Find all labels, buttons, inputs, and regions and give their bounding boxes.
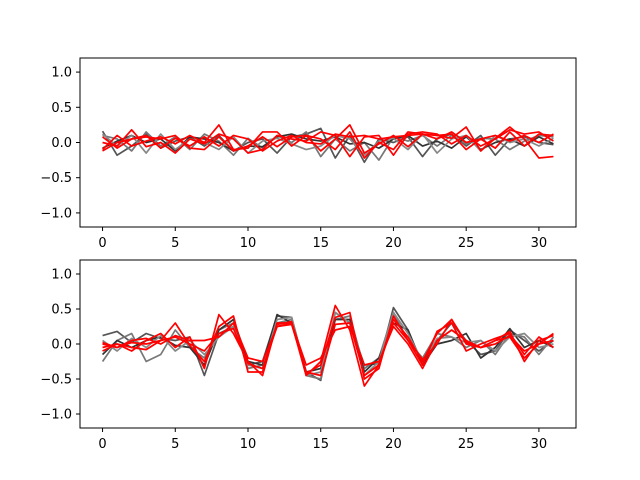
y-tick-label: −1.0 bbox=[40, 206, 72, 221]
series-group bbox=[101, 124, 554, 164]
x-tick-label: 0 bbox=[98, 437, 106, 452]
series-line-7 bbox=[102, 131, 554, 159]
y-tick-label: 1.0 bbox=[51, 66, 72, 81]
y-tick-label: −0.5 bbox=[40, 171, 72, 186]
x-tick-label: 30 bbox=[531, 437, 548, 452]
x-tick-label: 30 bbox=[531, 236, 548, 251]
y-tick-label: −1.0 bbox=[40, 408, 72, 423]
series-line-5 bbox=[102, 128, 554, 158]
y-tick-label: −0.5 bbox=[40, 373, 72, 388]
y-tick-label: 0.5 bbox=[51, 303, 72, 318]
x-tick-label: 5 bbox=[171, 236, 179, 251]
x-tick-label: 10 bbox=[240, 236, 257, 251]
x-tick-label: 25 bbox=[458, 437, 475, 452]
series-line-6 bbox=[102, 131, 554, 152]
y-tick-label: 0.5 bbox=[51, 101, 72, 116]
x-tick-label: 15 bbox=[312, 236, 329, 251]
x-tick-label: 20 bbox=[385, 236, 402, 251]
x-tick-label: 25 bbox=[458, 236, 475, 251]
series-line-7 bbox=[102, 322, 554, 370]
y-tick-label: 0.0 bbox=[51, 136, 72, 151]
series-group bbox=[101, 304, 555, 387]
subplot-top: 0 5 10 15 20 25 30 −1.0 −0.5 0.0 0.5 1.0 bbox=[40, 57, 577, 251]
series-line-5 bbox=[102, 311, 554, 380]
subplot-bottom: 0 5 10 15 20 25 30 −1.0 −0.5 0.0 0.5 1.0 bbox=[40, 259, 577, 452]
x-tick-label: 15 bbox=[312, 437, 329, 452]
x-tick-label: 10 bbox=[240, 437, 257, 452]
x-tick-label: 5 bbox=[171, 437, 179, 452]
x-tick-label: 20 bbox=[385, 437, 402, 452]
y-tick-label: 1.0 bbox=[51, 268, 72, 283]
x-tick-label: 0 bbox=[98, 236, 106, 251]
y-tick-label: 0.0 bbox=[51, 338, 72, 353]
